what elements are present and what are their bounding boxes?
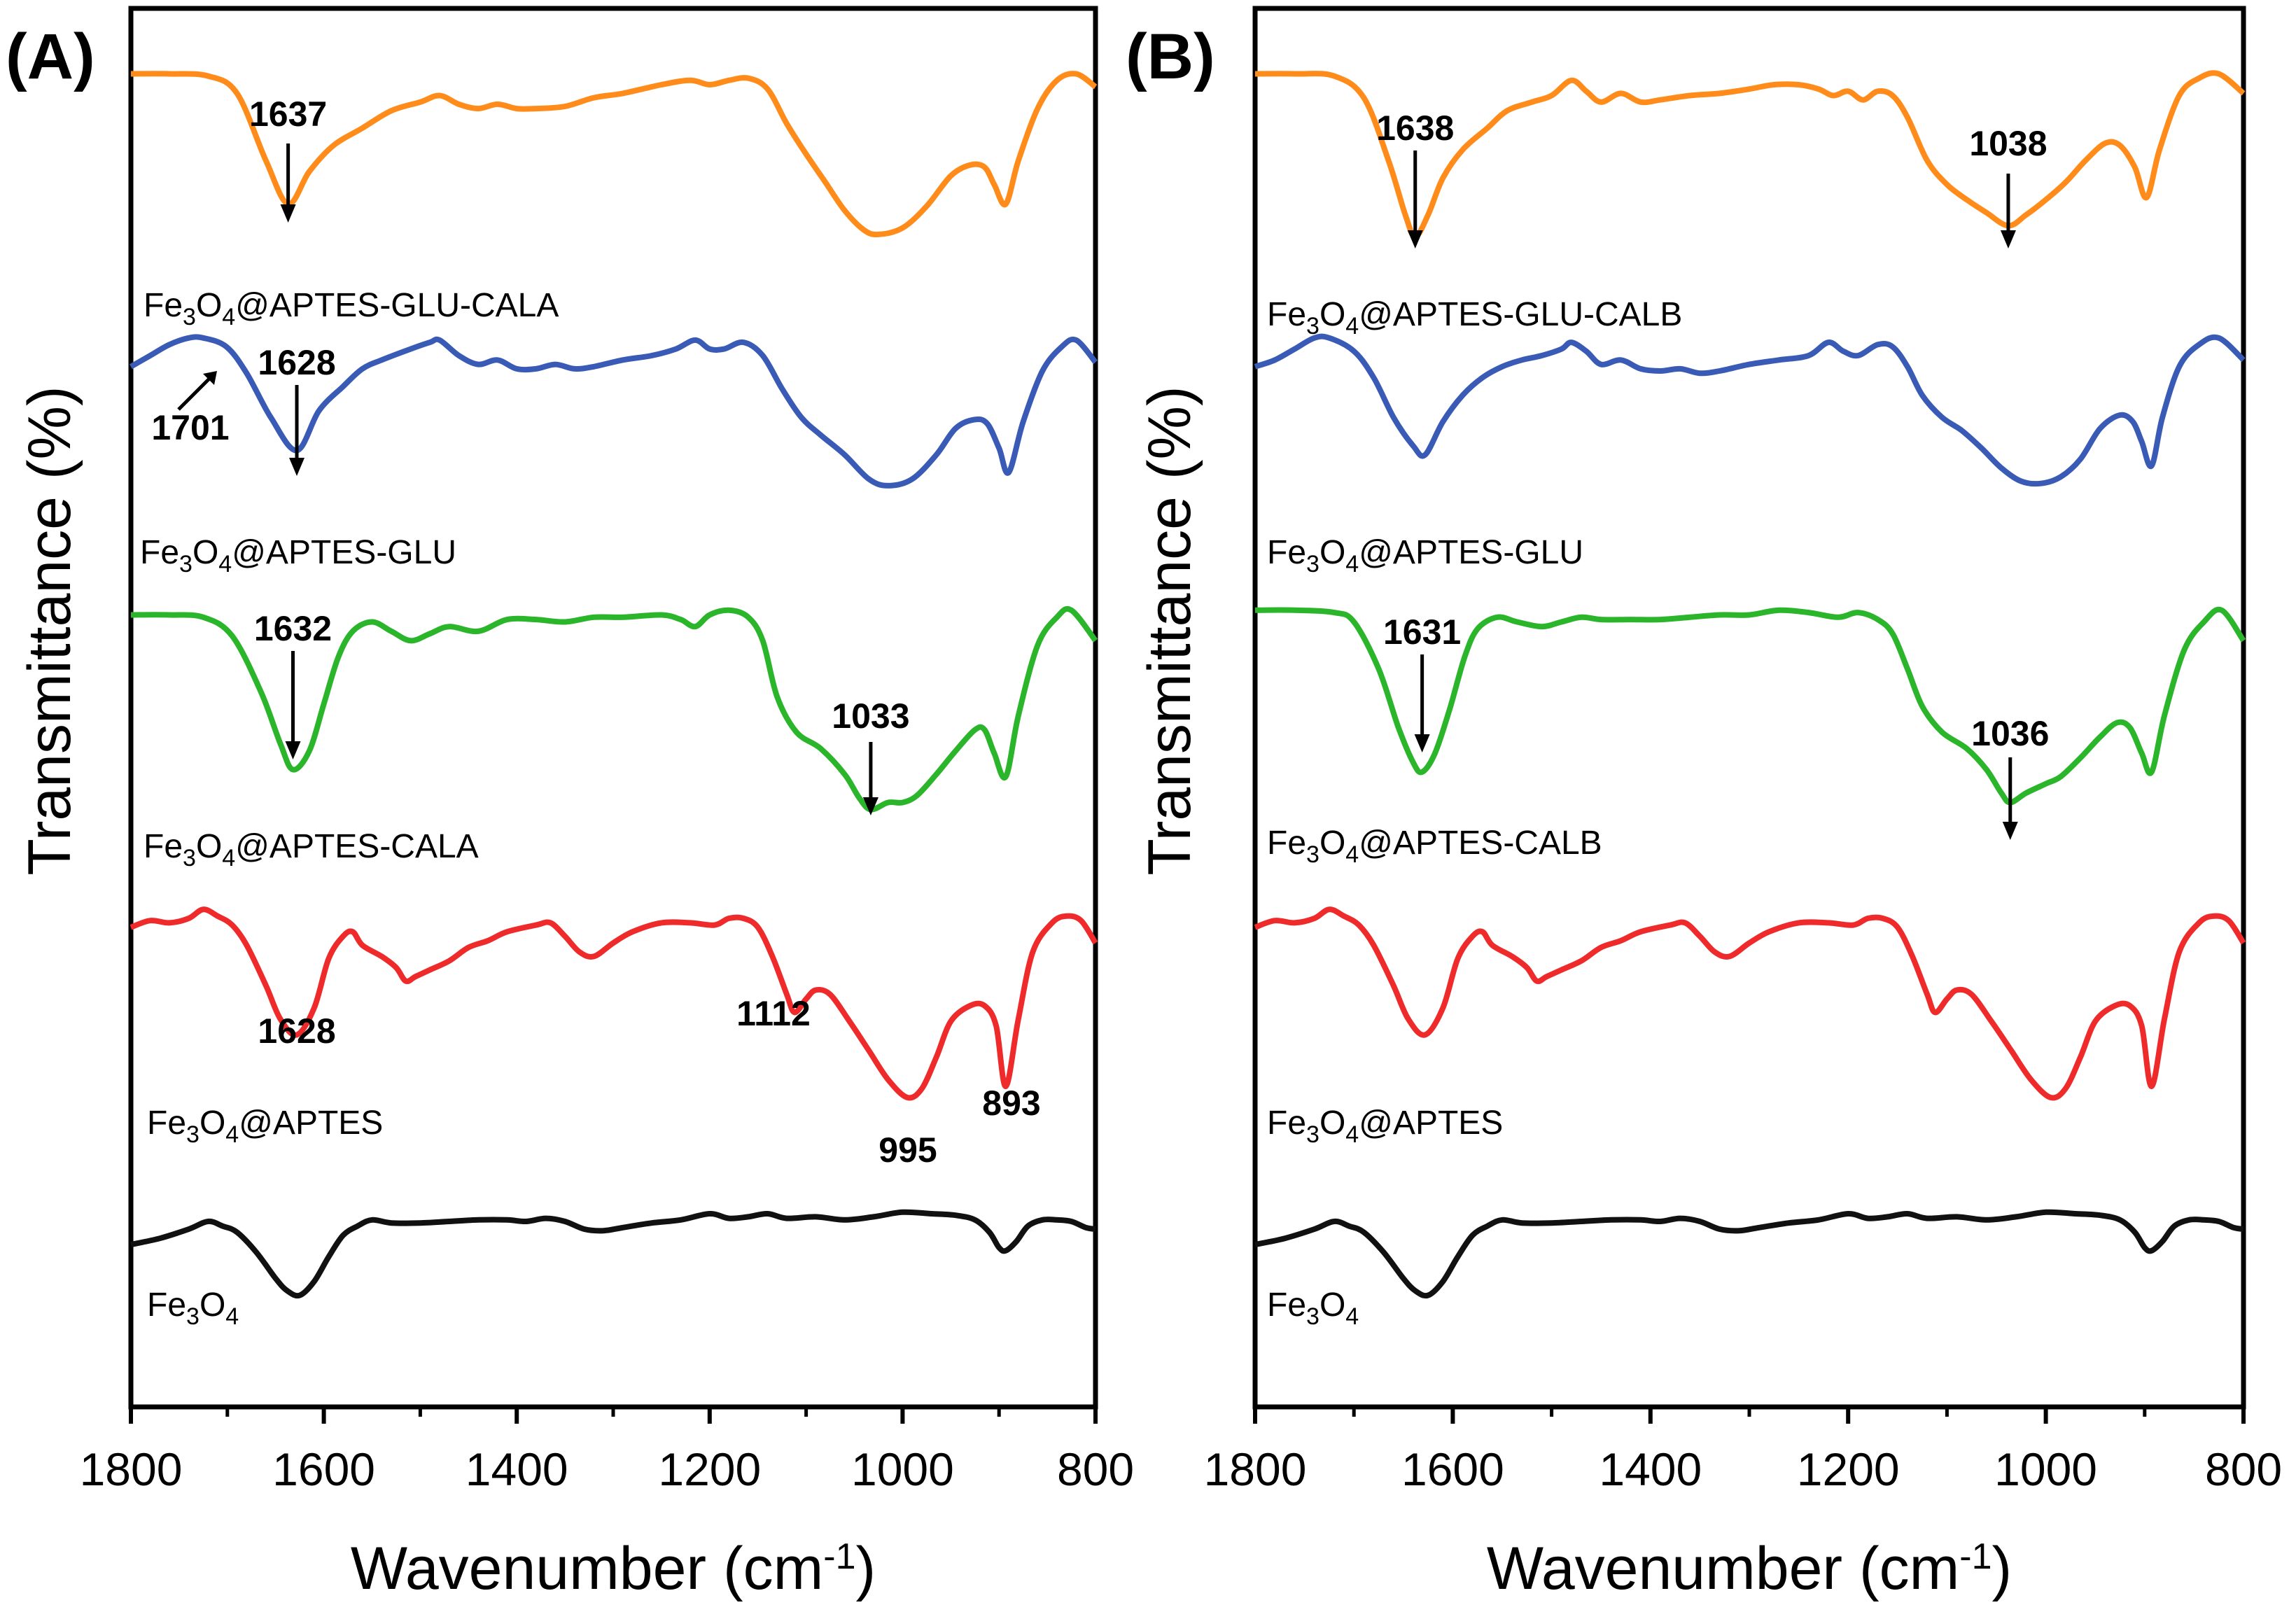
- panel-b: (B) 1800 1600 1400 1200 1000 800 Wavenumber (cm…: [1126, 6, 2282, 1602]
- series-label: Fe3O4@APTES-CALB: [1267, 825, 1602, 868]
- peak-arrowhead: [2002, 822, 2018, 840]
- x-tick-label: 800: [2205, 1443, 2282, 1495]
- peak-label: 1112: [736, 994, 811, 1033]
- peak-label: 1038: [1969, 124, 2047, 163]
- x-tick-label: 1000: [851, 1443, 954, 1495]
- x-tick-label: 1400: [465, 1443, 568, 1495]
- peak-label: 995: [878, 1130, 937, 1170]
- x-tick-label: 1600: [1401, 1443, 1504, 1495]
- x-axis-title: Wavenumber (cm-1): [351, 1535, 876, 1602]
- peak-label: 1638: [1376, 108, 1454, 148]
- y-axis-title: Transmittance (%): [1136, 386, 1203, 875]
- peak-arrowhead: [289, 458, 305, 476]
- x-tick-label: 1000: [1994, 1443, 2097, 1495]
- peak-arrowhead: [203, 371, 217, 385]
- x-tick-label: 1200: [1797, 1443, 1900, 1495]
- peak-label: 1631: [1383, 612, 1461, 652]
- series-label: Fe3O4@APTES: [1267, 1105, 1503, 1148]
- series-line-3: [1254, 906, 2246, 1101]
- series-line-1: [1254, 333, 2246, 487]
- series-label: Fe3O4: [1267, 1287, 1359, 1330]
- series-line-2: [130, 605, 1098, 813]
- plot-frame: [128, 6, 1098, 1410]
- peak-arrowhead: [862, 797, 878, 815]
- peak-label: 1036: [1971, 714, 2049, 753]
- series-line-3: [130, 906, 1098, 1101]
- peak-arrowhead: [280, 204, 296, 223]
- series-label: Fe3O4@APTES: [147, 1105, 383, 1148]
- panel-label: (B): [1126, 21, 1215, 92]
- series-line-2: [1254, 606, 2246, 806]
- series-label: Fe3O4@APTES-CALA: [144, 828, 479, 871]
- series-label: Fe3O4@APTES-GLU-CALB: [1267, 296, 1682, 339]
- series-label: Fe3O4@APTES-GLU: [140, 534, 456, 577]
- series-line-4: [130, 1209, 1096, 1299]
- y-axis-title: Transmittance (%): [16, 386, 83, 875]
- x-tick-label: 800: [1057, 1443, 1134, 1495]
- panel-label: (A): [6, 21, 95, 92]
- series-label: Fe3O4@APTES-GLU: [1267, 534, 1583, 577]
- x-axis-title: Wavenumber (cm-1): [1487, 1535, 2012, 1602]
- peak-label: 1628: [258, 343, 335, 382]
- panel-a: (A) 1800 1600 1400 1200 1000 800 Wavenumber (cm…: [6, 6, 1134, 1602]
- series-label: Fe3O4: [147, 1287, 239, 1330]
- plot-frame: [1252, 6, 2246, 1410]
- peak-label: 1637: [249, 94, 327, 134]
- series-line-4: [1254, 1209, 2244, 1299]
- x-tick-label: 1400: [1599, 1443, 1702, 1495]
- peak-label: 1632: [254, 609, 332, 648]
- peak-arrow: [177, 377, 211, 411]
- peak-arrowhead: [1414, 734, 1430, 752]
- peak-label: 1033: [832, 696, 909, 736]
- series-line-0: [1254, 70, 2246, 239]
- peak-label: 893: [982, 1084, 1040, 1123]
- x-tick-label: 1800: [1204, 1443, 1307, 1495]
- x-tick-label: 1800: [80, 1443, 183, 1495]
- peak-arrowhead: [2000, 230, 2016, 248]
- peak-label: 1701: [151, 408, 229, 447]
- peak-arrowhead: [285, 741, 301, 759]
- peak-label: 1628: [258, 1011, 335, 1051]
- series-label: Fe3O4@APTES-GLU-CALA: [144, 287, 559, 330]
- series-line-0: [130, 71, 1098, 238]
- x-tick-label: 1600: [272, 1443, 375, 1495]
- peak-arrowhead: [1407, 230, 1423, 248]
- x-tick-label: 1200: [658, 1443, 761, 1495]
